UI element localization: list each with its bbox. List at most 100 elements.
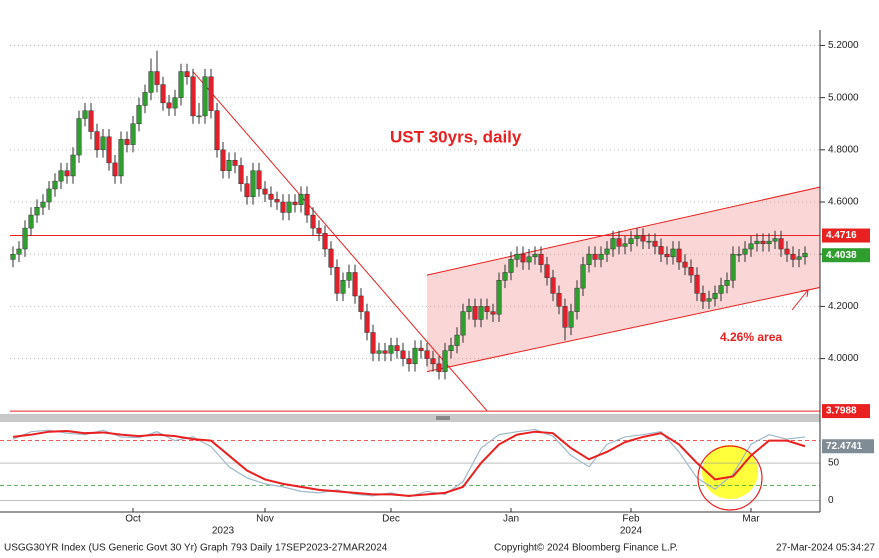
candle-body xyxy=(610,238,616,250)
candle-body xyxy=(766,240,772,245)
channel-upper xyxy=(426,186,820,276)
candle-body xyxy=(742,248,748,255)
osc-line xyxy=(12,429,806,497)
candle-body xyxy=(118,139,124,177)
candle-body xyxy=(736,253,742,256)
candle-body xyxy=(706,298,712,302)
candle-body xyxy=(664,253,670,258)
candle-body xyxy=(772,238,778,242)
candle-body xyxy=(136,105,142,124)
candle-body xyxy=(382,350,388,354)
candle-body xyxy=(688,267,694,276)
candle-body xyxy=(406,358,412,365)
low-line-label-box xyxy=(822,404,870,419)
candle-body xyxy=(424,350,430,359)
candle-body xyxy=(202,76,208,117)
candle-body xyxy=(700,293,706,302)
footer-left: USGG30YR Index (US Generic Govt 30 Yr) G… xyxy=(4,543,388,554)
candle-body xyxy=(376,350,382,354)
candle-body xyxy=(646,240,652,243)
candle-body xyxy=(190,76,196,117)
candle-body xyxy=(28,214,34,229)
candle-body xyxy=(286,201,292,213)
candle-body xyxy=(352,272,358,297)
candle-body xyxy=(622,243,628,247)
chart-title: UST 30yrs, daily xyxy=(390,127,522,146)
candle-body xyxy=(658,246,664,255)
candle-body xyxy=(178,71,184,98)
x-tick-label: Mar xyxy=(742,514,760,525)
candle-body xyxy=(268,193,274,200)
candle-body xyxy=(172,97,178,109)
candle-body xyxy=(100,136,106,151)
oscillator xyxy=(0,428,820,501)
candle-body xyxy=(148,71,154,93)
candle-body xyxy=(730,253,736,281)
candle-body xyxy=(94,131,100,151)
candles xyxy=(10,50,808,380)
candle-body xyxy=(166,102,172,109)
candle-body xyxy=(322,233,328,250)
candle-body xyxy=(196,115,202,118)
candle-body xyxy=(250,170,256,198)
annotation-arrow xyxy=(791,289,809,311)
candle-body xyxy=(52,180,58,190)
candle-body xyxy=(310,214,316,229)
candle-body xyxy=(640,235,646,242)
candle-body xyxy=(754,240,760,245)
candle-body xyxy=(484,306,490,312)
candle-body xyxy=(556,293,562,307)
candle-body xyxy=(514,253,520,260)
panel-separator xyxy=(0,414,820,422)
candle-body xyxy=(586,253,592,265)
candle-body xyxy=(328,248,334,268)
year-label: 2024 xyxy=(620,526,643,537)
last-label-box xyxy=(822,248,870,263)
candle-body xyxy=(628,238,634,245)
candle-body xyxy=(46,188,52,203)
candle-body xyxy=(16,248,22,255)
candle-body xyxy=(568,311,574,328)
candle-body xyxy=(34,206,40,216)
candle-body xyxy=(460,311,466,336)
candle-body xyxy=(112,162,118,177)
x-tick-label: Nov xyxy=(256,514,274,525)
x-tick-label: Jan xyxy=(503,514,519,525)
trendline xyxy=(192,71,488,412)
candle-body xyxy=(436,363,442,372)
candle-body xyxy=(694,274,700,294)
x-tick-label: Oct xyxy=(125,514,141,525)
separator-handle xyxy=(436,416,450,420)
candle-body xyxy=(796,256,802,260)
candle-body xyxy=(10,253,16,260)
candle-body xyxy=(448,345,454,352)
candle-body xyxy=(532,253,538,258)
arrow-head xyxy=(800,289,809,298)
candle-body xyxy=(340,280,346,294)
candle-body xyxy=(496,280,502,315)
candle-body xyxy=(130,123,136,145)
candle-body xyxy=(712,293,718,299)
y-tick-label: 4.0000 xyxy=(828,353,859,364)
candle-body xyxy=(580,264,586,289)
candle-body xyxy=(334,267,340,294)
candle-body xyxy=(616,238,622,247)
candle-body xyxy=(802,252,808,258)
candle-body xyxy=(22,227,28,250)
x-tick-label: Feb xyxy=(622,514,640,525)
candle-body xyxy=(394,345,400,352)
candle-body xyxy=(226,160,232,171)
candle-body xyxy=(274,199,280,203)
candle-body xyxy=(538,253,544,265)
candle-body xyxy=(442,350,448,372)
y-tick-label: 5.2000 xyxy=(828,40,859,51)
candle-body xyxy=(40,201,46,208)
candle-body xyxy=(676,248,682,263)
candle-body xyxy=(346,272,352,281)
candle-body xyxy=(574,287,580,312)
candle-body xyxy=(88,110,94,132)
channel xyxy=(427,187,820,372)
candle-body xyxy=(682,261,688,268)
